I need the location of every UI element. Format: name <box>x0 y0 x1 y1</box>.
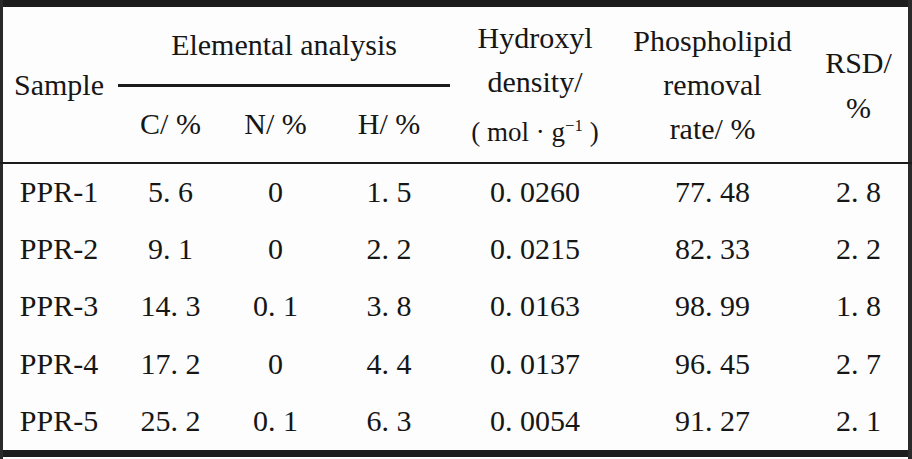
phospholipid-header-line1: Phospholipid <box>620 19 805 63</box>
hydroxyl-header-line1: Hydroxyl <box>450 16 620 60</box>
table-row: PPR-4 17. 2 0 4. 4 0. 0137 96. 45 2. 7 <box>0 335 912 392</box>
cell-rsd: 2. 7 <box>805 335 912 392</box>
cell-c-percent: 17. 2 <box>118 335 223 392</box>
hydroxyl-unit-exponent: −1 <box>565 116 583 135</box>
hydroxyl-header-line2: density/ <box>450 60 620 104</box>
col-header-sample: Sample <box>0 7 118 163</box>
header-row-1: Sample Elemental analysis Hydroxyl densi… <box>0 7 912 85</box>
col-header-hydroxyl-density: Hydroxyl density/ ( mol · g−1 ) <box>450 7 620 163</box>
cell-h-percent: 6. 3 <box>328 393 450 450</box>
cell-rsd: 2. 2 <box>805 220 912 277</box>
cell-removal-rate: 77. 48 <box>620 163 805 220</box>
cell-sample: PPR-4 <box>0 335 118 392</box>
cell-n-percent: 0. 1 <box>223 393 328 450</box>
cell-removal-rate: 82. 33 <box>620 220 805 277</box>
table-row: PPR-2 9. 1 0 2. 2 0. 0215 82. 33 2. 2 <box>0 220 912 277</box>
cell-removal-rate: 96. 45 <box>620 335 805 392</box>
cell-c-percent: 14. 3 <box>118 278 223 335</box>
cell-sample: PPR-1 <box>0 163 118 220</box>
table-row: PPR-1 5. 6 0 1. 5 0. 0260 77. 48 2. 8 <box>0 163 912 220</box>
table-row: PPR-3 14. 3 0. 1 3. 8 0. 0163 98. 99 1. … <box>0 278 912 335</box>
cell-h-percent: 4. 4 <box>328 335 450 392</box>
cell-hydroxyl-density: 0. 0137 <box>450 335 620 392</box>
table-top-rule <box>0 0 912 7</box>
cell-h-percent: 2. 2 <box>328 220 450 277</box>
paper-table-figure: Sample Elemental analysis Hydroxyl densi… <box>0 0 912 459</box>
hydroxyl-unit-prefix: ( mol · g <box>471 117 565 147</box>
table-row: PPR-5 25. 2 0. 1 6. 3 0. 0054 91. 27 2. … <box>0 393 912 450</box>
cell-removal-rate: 98. 99 <box>620 278 805 335</box>
cell-hydroxyl-density: 0. 0215 <box>450 220 620 277</box>
cell-n-percent: 0. 1 <box>223 278 328 335</box>
cell-h-percent: 3. 8 <box>328 278 450 335</box>
cell-removal-rate: 91. 27 <box>620 393 805 450</box>
cell-rsd: 1. 8 <box>805 278 912 335</box>
hydroxyl-header-unit: ( mol · g−1 ) <box>450 104 620 154</box>
cell-c-percent: 25. 2 <box>118 393 223 450</box>
hydroxyl-unit-suffix: ) <box>583 117 599 147</box>
cell-hydroxyl-density: 0. 0260 <box>450 163 620 220</box>
cell-n-percent: 0 <box>223 335 328 392</box>
col-header-n-percent: N/ % <box>223 85 328 163</box>
rsd-header-line2: % <box>805 85 912 130</box>
cell-c-percent: 5. 6 <box>118 163 223 220</box>
col-header-rsd: RSD/ % <box>805 7 912 163</box>
cell-sample: PPR-3 <box>0 278 118 335</box>
table-bottom-rule <box>0 450 912 457</box>
col-header-phospholipid-removal: Phospholipid removal rate/ % <box>620 7 805 163</box>
col-group-elemental-analysis: Elemental analysis <box>118 7 450 85</box>
cell-hydroxyl-density: 0. 0054 <box>450 393 620 450</box>
phospholipid-header-line2: removal <box>620 63 805 107</box>
cell-sample: PPR-2 <box>0 220 118 277</box>
cell-n-percent: 0 <box>223 220 328 277</box>
cell-c-percent: 9. 1 <box>118 220 223 277</box>
cell-rsd: 2. 8 <box>805 163 912 220</box>
cell-rsd: 2. 1 <box>805 393 912 450</box>
col-header-h-percent: H/ % <box>328 85 450 163</box>
cell-h-percent: 1. 5 <box>328 163 450 220</box>
cell-n-percent: 0 <box>223 163 328 220</box>
phospholipid-header-line3: rate/ % <box>620 107 805 151</box>
cell-hydroxyl-density: 0. 0163 <box>450 278 620 335</box>
rsd-header-line1: RSD/ <box>805 40 912 85</box>
analysis-table: Sample Elemental analysis Hydroxyl densi… <box>0 7 912 450</box>
cell-sample: PPR-5 <box>0 393 118 450</box>
col-header-c-percent: C/ % <box>118 85 223 163</box>
